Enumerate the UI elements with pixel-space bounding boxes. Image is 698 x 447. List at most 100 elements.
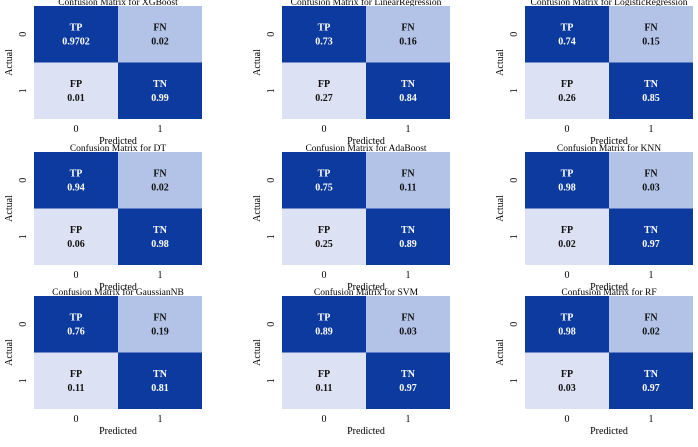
cell-value: 0.15 bbox=[642, 36, 660, 47]
x-tick-label: 1 bbox=[406, 124, 411, 135]
matrix-cell-tp bbox=[282, 6, 366, 63]
cell-label: TN bbox=[153, 369, 168, 380]
cell-label: TP bbox=[318, 22, 331, 33]
cell-label: FN bbox=[153, 312, 167, 323]
cell-label: TP bbox=[318, 312, 331, 323]
y-tick-label: 0 bbox=[509, 32, 520, 37]
y-axis-label: Actual bbox=[4, 195, 15, 222]
cell-value: 0.98 bbox=[151, 239, 169, 250]
matrix-cell-tp bbox=[34, 296, 118, 353]
matrix-cell-fp bbox=[282, 62, 366, 119]
cell-value: 0.11 bbox=[400, 182, 417, 193]
cell-value: 0.26 bbox=[558, 93, 576, 104]
confusion-matrix-0: Confusion Matrix for XGBoost TP 0.9702 FN 0.… bbox=[4, 0, 202, 147]
x-tick-label: 1 bbox=[649, 414, 654, 425]
matrix-cell-fn bbox=[366, 152, 450, 209]
confusion-matrix-4: Confusion Matrix for AdaBoost TP 0.75 FN 0.1… bbox=[252, 143, 450, 293]
cell-value: 0.76 bbox=[67, 326, 85, 337]
y-tick-label: 1 bbox=[509, 234, 520, 239]
x-tick-label: 1 bbox=[158, 270, 163, 281]
cell-label: TP bbox=[561, 312, 574, 323]
matrix-cell-fp bbox=[525, 352, 609, 409]
cell-value: 0.11 bbox=[68, 383, 85, 394]
cell-value: 0.75 bbox=[315, 182, 333, 193]
matrix-cell-tn bbox=[118, 62, 202, 119]
y-tick-label: 1 bbox=[18, 88, 29, 93]
cell-value: 0.98 bbox=[558, 326, 576, 337]
y-tick-label: 1 bbox=[18, 234, 29, 239]
cell-label: FN bbox=[401, 312, 415, 323]
y-tick-label: 0 bbox=[18, 322, 29, 327]
matrix-cell-fn bbox=[118, 296, 202, 353]
matrix-cell-fn bbox=[609, 152, 693, 209]
confusion-matrix-2: Confusion Matrix for LogisticRegression T… bbox=[495, 0, 693, 147]
y-axis-label: Actual bbox=[495, 195, 506, 222]
x-tick-label: 1 bbox=[158, 414, 163, 425]
matrix-cell-tn bbox=[609, 62, 693, 119]
confusion-matrix-1: Confusion Matrix for LinearRegression TP 0… bbox=[252, 0, 450, 147]
matrix-cell-tn bbox=[118, 352, 202, 409]
cell-value: 0.9702 bbox=[62, 36, 90, 47]
matrix-cell-fp bbox=[34, 62, 118, 119]
x-tick-label: 1 bbox=[406, 270, 411, 281]
x-axis-label: Predicted bbox=[347, 426, 385, 437]
cell-value: 0.84 bbox=[399, 93, 417, 104]
y-tick-label: 1 bbox=[266, 88, 277, 93]
chart-title: Confusion Matrix for KNN bbox=[557, 143, 661, 154]
confusion-matrix-8: Confusion Matrix for RF TP 0.98 FN 0.02 FP 0.0… bbox=[495, 287, 693, 437]
y-tick-label: 0 bbox=[18, 178, 29, 183]
matrix-cell-tn bbox=[366, 208, 450, 265]
cell-label: FN bbox=[644, 312, 658, 323]
matrix-cell-fp bbox=[525, 62, 609, 119]
matrix-cell-fp bbox=[525, 208, 609, 265]
cell-label: FP bbox=[561, 225, 573, 236]
cell-value: 0.19 bbox=[151, 326, 169, 337]
chart-title: Confusion Matrix for XGBoost bbox=[58, 0, 178, 8]
cell-value: 0.85 bbox=[642, 93, 660, 104]
matrix-cell-fp bbox=[282, 352, 366, 409]
y-tick-label: 0 bbox=[509, 322, 520, 327]
cell-value: 0.03 bbox=[642, 182, 660, 193]
y-axis-label: Actual bbox=[4, 339, 15, 366]
cell-label: FN bbox=[644, 168, 658, 179]
y-tick-label: 0 bbox=[18, 32, 29, 37]
cell-label: FN bbox=[153, 22, 167, 33]
cell-label: FP bbox=[318, 225, 330, 236]
y-axis-label: Actual bbox=[252, 195, 263, 222]
matrix-cell-tn bbox=[366, 62, 450, 119]
cell-label: TN bbox=[401, 79, 416, 90]
cell-label: TN bbox=[401, 225, 416, 236]
cell-value: 0.89 bbox=[399, 239, 417, 250]
matrix-cell-tp bbox=[34, 6, 118, 63]
cell-value: 0.06 bbox=[67, 239, 85, 250]
x-tick-label: 0 bbox=[74, 124, 79, 135]
matrix-cell-fp bbox=[282, 208, 366, 265]
cell-value: 0.27 bbox=[315, 93, 333, 104]
cell-label: TP bbox=[70, 168, 83, 179]
cell-value: 0.02 bbox=[558, 239, 576, 250]
matrix-cell-tn bbox=[366, 352, 450, 409]
cell-label: FN bbox=[401, 22, 415, 33]
cell-label: FP bbox=[70, 369, 82, 380]
cell-value: 0.89 bbox=[315, 326, 333, 337]
x-axis-label: Predicted bbox=[590, 426, 628, 437]
y-tick-label: 0 bbox=[266, 32, 277, 37]
cell-value: 0.94 bbox=[67, 182, 85, 193]
cell-label: TP bbox=[70, 312, 83, 323]
cell-value: 0.74 bbox=[558, 36, 576, 47]
cell-label: TP bbox=[70, 22, 83, 33]
cell-value: 0.99 bbox=[151, 93, 169, 104]
confusion-matrix-5: Confusion Matrix for KNN TP 0.98 FN 0.03 FP 0.… bbox=[495, 143, 693, 293]
x-tick-label: 0 bbox=[322, 124, 327, 135]
matrix-cell-tn bbox=[609, 352, 693, 409]
y-tick-label: 0 bbox=[266, 178, 277, 183]
cell-label: FP bbox=[70, 225, 82, 236]
y-axis-label: Actual bbox=[495, 339, 506, 366]
cell-value: 0.03 bbox=[558, 383, 576, 394]
y-tick-label: 1 bbox=[18, 378, 29, 383]
x-axis-label: Predicted bbox=[590, 282, 628, 293]
matrix-cell-tp bbox=[525, 296, 609, 353]
cell-value: 0.01 bbox=[67, 93, 85, 104]
x-axis-label: Predicted bbox=[99, 282, 137, 293]
